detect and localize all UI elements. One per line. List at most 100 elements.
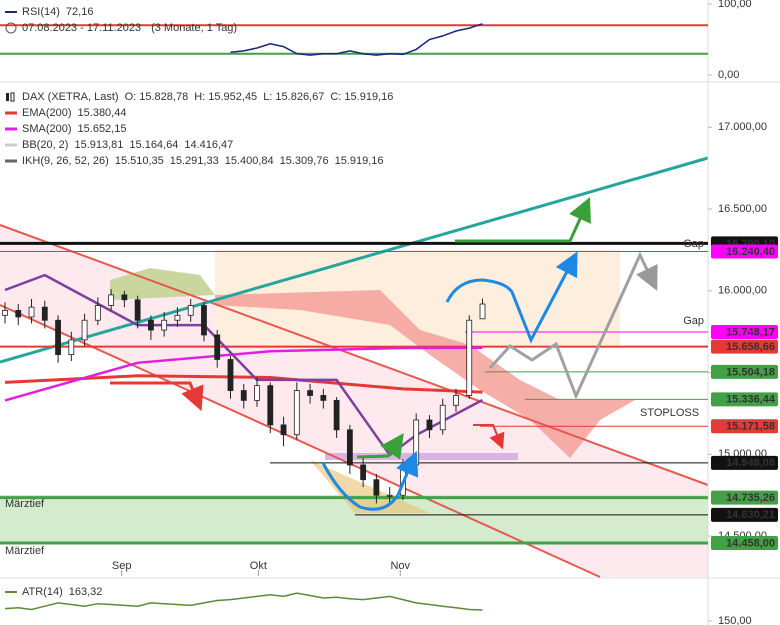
candle-body [254, 385, 260, 401]
candle-body [55, 319, 61, 355]
level-tag [711, 244, 778, 259]
arrow [110, 381, 204, 412]
level-tag [711, 364, 778, 379]
legend-text: L: 15.826,67 [263, 91, 324, 103]
legend-text: 15.164,64 [129, 139, 178, 151]
candle-body [81, 319, 88, 341]
channel-upper [0, 224, 709, 486]
candle-body [68, 339, 75, 355]
candle-body [453, 395, 459, 406]
level-label: 14.458,00 [726, 537, 775, 549]
candle-body [41, 306, 48, 321]
candle-body [240, 390, 247, 401]
legend-text: 15.291,33 [170, 155, 219, 167]
legend-text: 72,16 [66, 6, 94, 18]
legend-text: H: 15.952,45 [194, 91, 257, 103]
level-label: 15.171,58 [726, 421, 775, 433]
candle-body [108, 294, 115, 306]
candle-body [320, 395, 327, 401]
x-tick-label: Nov [390, 560, 410, 572]
candle-icon [10, 92, 15, 102]
legend-text: BB(20, 2) [22, 139, 68, 151]
legend-text: EMA(200) [22, 107, 72, 119]
candle-body [413, 419, 420, 466]
legend-text: SMA(200) [22, 123, 72, 135]
x-tick-label: Sep [112, 560, 132, 572]
arrow [356, 433, 404, 460]
candle-body [360, 464, 367, 481]
candle-body [466, 319, 473, 396]
level-label: 14.630,21 [726, 509, 775, 521]
legend-text: 14.416,47 [184, 139, 233, 151]
candle-body [2, 310, 8, 316]
legend-text: 163,32 [69, 586, 103, 598]
level-label: 14.948,08 [726, 457, 775, 469]
annotation: Gap [683, 315, 704, 327]
level-label: 16.240,40 [726, 246, 775, 258]
candle-body [15, 310, 22, 318]
legend-text: O: 15.828,78 [125, 91, 189, 103]
candle-body [479, 303, 486, 320]
level-tag [711, 419, 778, 434]
candle-body [214, 334, 221, 360]
series-line [4, 592, 483, 611]
level-label: 15.748,17 [726, 326, 775, 338]
legend-text: 15.652,15 [78, 123, 127, 135]
annotation: Märztief [5, 498, 45, 510]
y-tick-label: 0,00 [718, 69, 739, 81]
legend: RSI(14) 72,16 07.08.2023 - 17.11.2023 (3 Mo… [5, 6, 704, 598]
candle-body [373, 479, 380, 496]
y-tick-label: 17.000,00 [718, 121, 767, 133]
legend-text: C: 15.919,16 [330, 91, 393, 103]
annotation: Gap [683, 238, 704, 250]
legend-text: RSI(14) [22, 6, 60, 18]
candle-body [134, 299, 141, 321]
legend-text: 15.510,35 [115, 155, 164, 167]
legend-text: 15.913,81 [74, 139, 123, 151]
y-tick-label: 150,00 [718, 615, 752, 625]
bottom-zone [310, 460, 430, 513]
candle-body [161, 319, 168, 331]
level-tag [711, 507, 778, 522]
candle-body [439, 404, 446, 431]
level-tag [711, 339, 778, 354]
candle-body [293, 390, 300, 436]
legend-text: 15.400,84 [225, 155, 274, 167]
scenario-drawings [110, 197, 658, 511]
annotation: Märztief [5, 545, 45, 557]
y-tick-label: 16.000,00 [718, 285, 767, 297]
level-tag [711, 324, 778, 339]
legend-text: DAX (XETRA, Last) [22, 91, 119, 103]
candle-body [267, 385, 274, 426]
candle-body [426, 419, 433, 431]
level-tag [711, 490, 778, 505]
arrow [445, 251, 578, 344]
candle-body [333, 399, 340, 431]
legend-text: 15.380,44 [78, 107, 127, 119]
cloud-red [215, 290, 635, 458]
candle-body [280, 424, 287, 436]
legend-text: (3 Monate, 1 Tag) [151, 22, 237, 34]
candle-body [28, 306, 35, 318]
candle-body [386, 494, 393, 497]
candle-body [187, 305, 194, 316]
y-tick-label: 16.500,00 [718, 203, 767, 215]
level-tag [711, 455, 778, 470]
arrow [455, 197, 591, 243]
candle-body [307, 390, 313, 396]
legend-text: 07.08.2023 - 17.11.2023 [22, 22, 141, 34]
gap-zone [325, 453, 518, 460]
channel-lower [0, 304, 601, 578]
series-line [4, 346, 483, 402]
x-tick-label: Okt [250, 560, 267, 572]
arrow [473, 424, 505, 450]
level-tag [711, 392, 778, 407]
level-tag [711, 535, 778, 550]
level-label: 15.658,66 [726, 341, 775, 353]
arrow [488, 251, 658, 400]
arrow [321, 451, 419, 511]
legend-text: 15.919,16 [335, 155, 384, 167]
level-label: 15.504,18 [726, 366, 775, 378]
